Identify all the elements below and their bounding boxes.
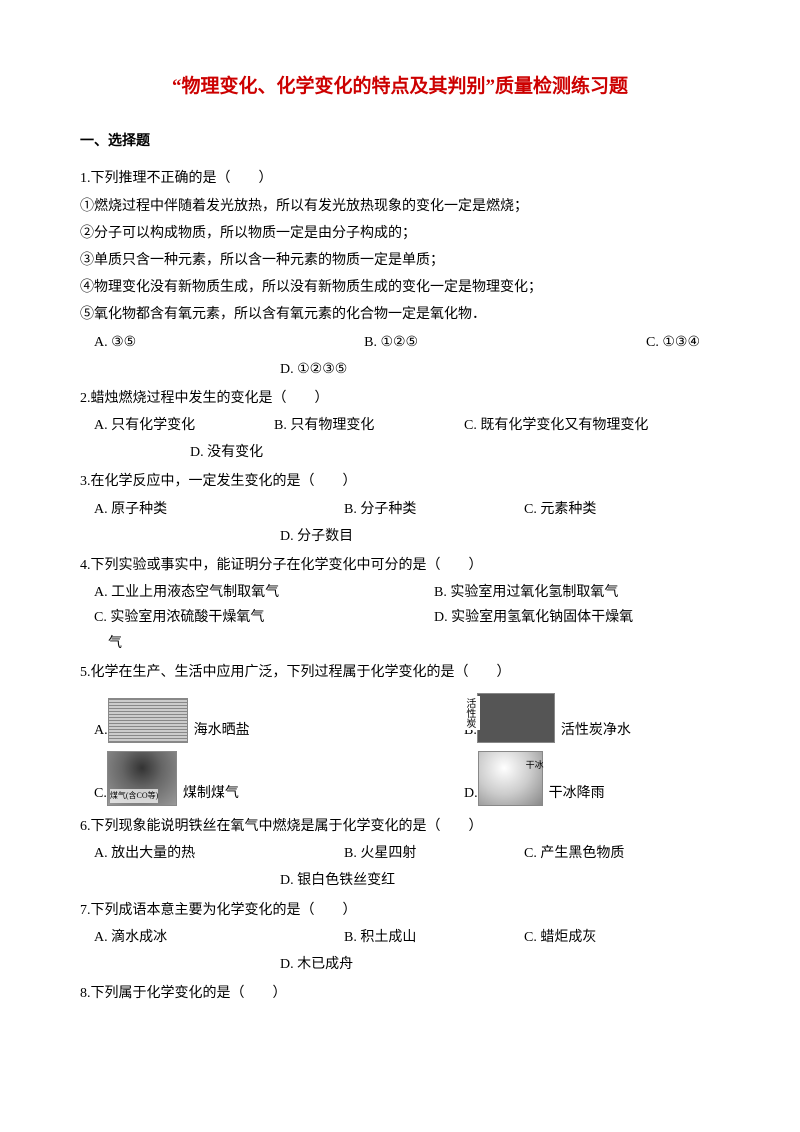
section-header: 一、选择题 (80, 129, 720, 154)
q3-stem: 3.在化学反应中，一定发生变化的是（ ） (80, 469, 720, 494)
question-5: 5.化学在生产、生活中应用广泛，下列过程属于化学变化的是（ ） A. 海水晒盐 … (80, 660, 720, 806)
question-1: 1.下列推理不正确的是（ ） ①燃烧过程中伴随着发光放热，所以有发光放热现象的变… (80, 166, 720, 382)
q1-stem: 1.下列推理不正确的是（ ） (80, 166, 720, 191)
q5-d-text: 干冰降雨 (549, 781, 605, 806)
q4-opt-c: C. 实验室用浓硫酸干燥氧气 (94, 605, 434, 630)
q6-stem: 6.下列现象能说明铁丝在氧气中燃烧是属于化学变化的是（ ） (80, 814, 720, 839)
q3-options-row1: A. 原子种类 B. 分子种类 C. 元素种类 (80, 497, 720, 522)
q7-opt-d: D. 木已成舟 (80, 952, 720, 977)
q8-stem: 8.下列属于化学变化的是（ ） (80, 981, 720, 1006)
q5-c-label: C. (94, 781, 107, 806)
q3-opt-a: A. 原子种类 (94, 497, 344, 522)
q7-opt-c: C. 蜡炬成灰 (524, 925, 596, 950)
q2-options-row1: A. 只有化学变化 B. 只有物理变化 C. 既有化学变化又有物理变化 (80, 413, 720, 438)
q5-a-label: A. (94, 718, 108, 743)
q5-a-text: 海水晒盐 (194, 718, 250, 743)
q1-sub5: ⑤氧化物都含有氧元素，所以含有氧元素的化合物一定是氧化物． (80, 302, 720, 327)
q1-sub2: ②分子可以构成物质，所以物质一定是由分子构成的； (80, 221, 720, 246)
q4-options-row1: A. 工业上用液态空气制取氧气 B. 实验室用过氧化氢制取氧气 (80, 580, 720, 605)
q7-opt-a: A. 滴水成冰 (94, 925, 344, 950)
q1-options-row1: A. ③⑤ B. ①②⑤ C. ①③④ (80, 330, 720, 355)
q4-opt-d-cont: 气 (80, 631, 720, 656)
question-7: 7.下列成语本意主要为化学变化的是（ ） A. 滴水成冰 B. 积土成山 C. … (80, 898, 720, 978)
coal-image (107, 751, 177, 806)
q7-opt-b: B. 积土成山 (344, 925, 524, 950)
q6-opt-d: D. 银白色铁丝变红 (80, 868, 720, 893)
question-4: 4.下列实验或事实中，能证明分子在化学变化中可分的是（ ） A. 工业上用液态空… (80, 553, 720, 656)
q6-opt-b: B. 火星四射 (344, 841, 524, 866)
q7-stem: 7.下列成语本意主要为化学变化的是（ ） (80, 898, 720, 923)
question-6: 6.下列现象能说明铁丝在氧气中燃烧是属于化学变化的是（ ） A. 放出大量的热 … (80, 814, 720, 894)
q1-sub3: ③单质只含一种元素，所以含一种元素的物质一定是单质； (80, 248, 720, 273)
q4-options-row2: C. 实验室用浓硫酸干燥氧气 D. 实验室用氢氧化钠固体干燥氧 (80, 605, 720, 630)
page-title: “物理变化、化学变化的特点及其判别”质量检测练习题 (80, 70, 720, 104)
question-2: 2.蜡烛燃烧过程中发生的变化是（ ） A. 只有化学变化 B. 只有物理变化 C… (80, 386, 720, 466)
question-3: 3.在化学反应中，一定发生变化的是（ ） A. 原子种类 B. 分子种类 C. … (80, 469, 720, 549)
q6-opt-a: A. 放出大量的热 (94, 841, 344, 866)
q5-row1: A. 海水晒盐 B. 活性炭净水 (80, 693, 720, 743)
q3-opt-b: B. 分子种类 (344, 497, 524, 522)
q1-opt-b: B. ①②⑤ (364, 330, 418, 355)
q5-b-text: 活性炭净水 (561, 718, 631, 743)
q1-sub1: ①燃烧过程中伴随着发光放热，所以有发光放热现象的变化一定是燃烧； (80, 194, 720, 219)
q5-d-label: D. (464, 781, 478, 806)
q5-opt-b: B. 活性炭净水 (464, 693, 720, 743)
q1-sub4: ④物理变化没有新物质生成，所以没有新物质生成的变化一定是物理变化； (80, 275, 720, 300)
q4-opt-d: D. 实验室用氢氧化钠固体干燥氧 (434, 605, 720, 630)
q1-opt-d: D. ①②③⑤ (80, 357, 720, 382)
q1-opt-c: C. ①③④ (646, 330, 700, 355)
question-8: 8.下列属于化学变化的是（ ） (80, 981, 720, 1006)
q5-row2: C. 煤制煤气 D. 干冰降雨 (80, 751, 720, 806)
q5-opt-a: A. 海水晒盐 (94, 693, 464, 743)
q3-opt-c: C. 元素种类 (524, 497, 596, 522)
q1-opt-a: A. ③⑤ (94, 330, 136, 355)
q2-opt-a: A. 只有化学变化 (94, 413, 274, 438)
salt-image (108, 698, 188, 743)
q2-opt-d: D. 没有变化 (80, 440, 720, 465)
q6-options-row1: A. 放出大量的热 B. 火星四射 C. 产生黑色物质 (80, 841, 720, 866)
q7-options-row1: A. 滴水成冰 B. 积土成山 C. 蜡炬成灰 (80, 925, 720, 950)
q6-opt-c: C. 产生黑色物质 (524, 841, 624, 866)
q5-opt-c: C. 煤制煤气 (94, 751, 464, 806)
q2-stem: 2.蜡烛燃烧过程中发生的变化是（ ） (80, 386, 720, 411)
q5-opt-d: D. 干冰降雨 (464, 751, 720, 806)
carbon-image (477, 693, 555, 743)
q5-c-text: 煤制煤气 (183, 781, 239, 806)
q4-opt-a: A. 工业上用液态空气制取氧气 (94, 580, 434, 605)
q5-stem: 5.化学在生产、生活中应用广泛，下列过程属于化学变化的是（ ） (80, 660, 720, 685)
q3-opt-d: D. 分子数目 (80, 524, 720, 549)
q2-opt-b: B. 只有物理变化 (274, 413, 464, 438)
q2-opt-c: C. 既有化学变化又有物理变化 (464, 413, 648, 438)
q4-stem: 4.下列实验或事实中，能证明分子在化学变化中可分的是（ ） (80, 553, 720, 578)
q4-opt-b: B. 实验室用过氧化氢制取氧气 (434, 580, 720, 605)
ice-image (478, 751, 543, 806)
